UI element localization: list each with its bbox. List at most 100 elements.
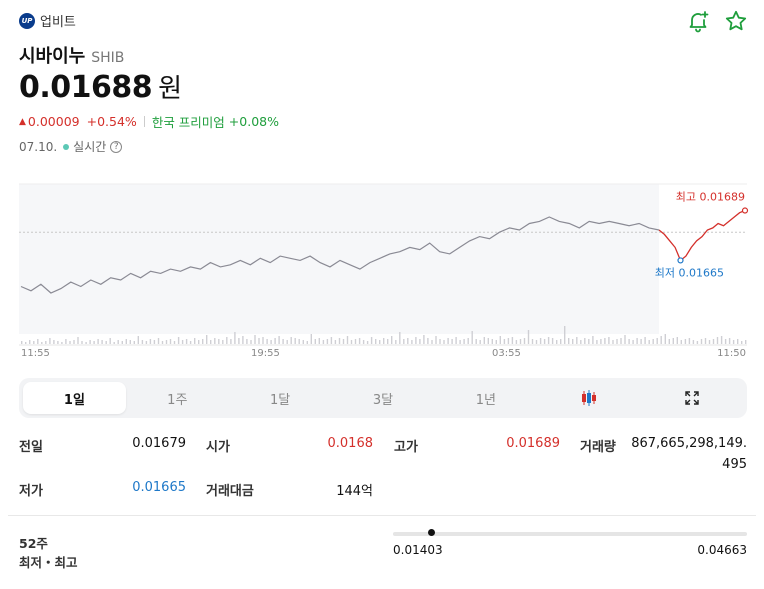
volume-bar bbox=[222, 340, 224, 344]
range52-title: 52주 bbox=[19, 536, 48, 551]
premium-value: +0.08% bbox=[228, 114, 279, 129]
volume-bar bbox=[93, 341, 95, 344]
volume-bar bbox=[81, 341, 83, 344]
volume-bar bbox=[543, 339, 546, 344]
volume-bar bbox=[306, 341, 308, 344]
volume-label: 거래량 bbox=[580, 440, 616, 455]
volume-bar bbox=[515, 340, 518, 344]
volume-bar bbox=[423, 335, 425, 344]
volume-bar bbox=[41, 342, 43, 344]
volume-bar bbox=[206, 335, 208, 344]
volume-bar bbox=[101, 340, 103, 344]
volume-bar bbox=[73, 340, 75, 344]
tab-1month[interactable]: 1달 bbox=[270, 392, 291, 408]
volume-bar bbox=[495, 340, 497, 344]
premium-label: 한국 프리미엄 bbox=[151, 115, 225, 130]
add-alert-bell-icon[interactable] bbox=[686, 9, 710, 33]
volume-bar bbox=[286, 340, 288, 344]
volume-bar bbox=[616, 339, 618, 344]
high-price-label: 고가 bbox=[394, 440, 418, 455]
tab-3month[interactable]: 3달 bbox=[372, 392, 394, 408]
volume-bar bbox=[226, 337, 228, 344]
volume-bar bbox=[49, 338, 51, 344]
volume-bar bbox=[741, 341, 743, 344]
volume-bar bbox=[447, 338, 449, 344]
open-value: 0.0168 bbox=[327, 436, 374, 451]
volume-bar bbox=[535, 340, 538, 344]
expand-icon bbox=[684, 391, 699, 405]
range52-max: 0.04663 bbox=[697, 543, 747, 557]
volume-bar bbox=[346, 336, 349, 344]
volume-bar bbox=[511, 337, 514, 344]
volume-bar bbox=[704, 338, 707, 344]
volume-bar bbox=[358, 338, 361, 344]
volume-bar bbox=[29, 340, 31, 344]
live-dot-icon bbox=[63, 143, 70, 150]
volume-bar bbox=[258, 338, 260, 344]
volume-bar bbox=[668, 339, 670, 344]
volume-bar bbox=[173, 341, 176, 344]
volume-bar bbox=[467, 338, 469, 344]
volume-bar bbox=[105, 341, 107, 344]
volume-bar bbox=[419, 339, 421, 344]
volume-bar bbox=[672, 338, 674, 344]
volume-bar bbox=[551, 338, 554, 344]
volume-bar bbox=[656, 338, 658, 344]
volume-bar bbox=[137, 336, 139, 344]
exchange-name: 업비트 bbox=[40, 15, 76, 30]
volume-bar bbox=[471, 331, 473, 344]
volume-bar bbox=[435, 336, 437, 344]
up-triangle-icon: ▲ bbox=[19, 116, 26, 127]
range52-current-marker bbox=[428, 529, 436, 536]
volume-bar bbox=[21, 341, 23, 344]
help-icon[interactable]: ? bbox=[110, 140, 123, 153]
volume-bar bbox=[153, 340, 156, 344]
volume-bar bbox=[604, 338, 606, 344]
favorite-star-icon[interactable] bbox=[724, 9, 748, 33]
volume-bar bbox=[728, 338, 731, 344]
volume-bar bbox=[712, 339, 715, 344]
tab-1week[interactable]: 1주 bbox=[167, 392, 188, 408]
volume-bar bbox=[350, 340, 353, 344]
volume-bar bbox=[684, 339, 687, 344]
volume-bar bbox=[708, 340, 711, 344]
volume-bar bbox=[692, 340, 695, 344]
live-label: 실시간 bbox=[73, 140, 107, 154]
coin-name: 시바이누 bbox=[19, 46, 86, 67]
volume-bar bbox=[640, 339, 642, 344]
fullscreen-button[interactable] bbox=[640, 382, 743, 414]
price-line-main bbox=[20, 216, 660, 294]
volume-bar bbox=[547, 337, 550, 344]
volume-bar bbox=[403, 339, 405, 344]
low-price-value: 0.01665 bbox=[132, 480, 186, 495]
range52-subtitle: 최저・최고 bbox=[19, 555, 78, 570]
volume-bar bbox=[427, 338, 429, 344]
volume-bar bbox=[218, 339, 220, 344]
volume-bars bbox=[21, 326, 747, 344]
price-chart[interactable]: 최고 0.01689 최저 0.01665 11:55 19:55 03:55 … bbox=[0, 178, 764, 368]
candlestick-toggle[interactable] bbox=[537, 382, 640, 414]
volume-bar bbox=[584, 338, 586, 344]
volume-bar bbox=[157, 338, 160, 344]
current-price: 0.01688 원 bbox=[19, 68, 182, 105]
high-marker bbox=[741, 207, 749, 214]
volume-bar bbox=[523, 338, 526, 344]
volume-bar bbox=[463, 339, 465, 344]
tab-1year[interactable]: 1년 bbox=[475, 392, 496, 408]
volume-bar bbox=[399, 332, 401, 344]
volume-bar bbox=[362, 340, 365, 344]
volume-bar bbox=[499, 336, 501, 344]
price-change: ▲ 0.00009 +0.54% 한국 프리미엄 +0.08% bbox=[19, 112, 279, 131]
volume-bar bbox=[487, 338, 489, 344]
x-tick-label: 19:55 bbox=[251, 348, 280, 359]
tab-1day[interactable]: 1일 bbox=[23, 382, 126, 414]
x-tick-label: 11:50 bbox=[717, 348, 746, 359]
volume-bar bbox=[85, 342, 87, 344]
volume-bar bbox=[37, 339, 39, 344]
volume-bar bbox=[660, 336, 662, 344]
volume-bar bbox=[282, 339, 284, 344]
volume-bar bbox=[588, 339, 590, 344]
volume-bar bbox=[560, 339, 562, 344]
volume-bar bbox=[391, 336, 393, 344]
top-actions bbox=[686, 9, 748, 33]
